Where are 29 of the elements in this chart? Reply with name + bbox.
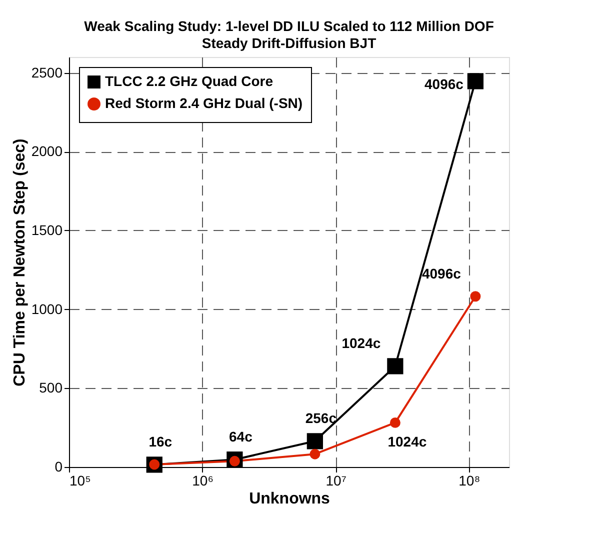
point — [390, 417, 400, 428]
annotation: 4096c — [424, 76, 464, 92]
point — [387, 358, 404, 374]
annotation: 256c — [305, 410, 337, 426]
x-axis-title: Unknowns — [249, 490, 330, 508]
x-tick-label: 10⁷ — [326, 472, 346, 488]
y-tick-label: 2000 — [31, 143, 63, 160]
x-tick-label: 10⁶ — [192, 472, 214, 488]
annotation: 1024c — [342, 335, 381, 352]
annotation: 1024c — [388, 434, 427, 450]
annotation: 4096c — [422, 265, 462, 282]
point — [310, 448, 320, 460]
y-tick-label: 1000 — [31, 300, 63, 317]
y-tick-label: 1500 — [31, 222, 63, 238]
chart-subtitle: Steady Drift-Diffusion BJT — [202, 35, 377, 51]
chart-title: Weak Scaling Study: 1-level DD ILU Scaled to 112 Million DOF — [84, 18, 494, 34]
y-tick-label: 500 — [39, 380, 63, 396]
point — [306, 433, 323, 450]
y-axis-title: CPU Time per Newton Step (sec) — [11, 138, 28, 386]
annotation: 64c — [229, 428, 253, 445]
y-tick-label: 2500 — [31, 64, 63, 80]
legend-label: TLCC 2.2 GHz Quad Core — [105, 73, 274, 89]
y-tick-label: 0 — [54, 458, 63, 474]
point — [470, 291, 481, 302]
x-tick-label: 10⁵ — [70, 472, 91, 488]
x-tick-label: 10⁸ — [458, 472, 480, 488]
point — [467, 73, 484, 90]
annotation: 16c — [148, 434, 172, 450]
legend-label: Red Storm 2.4 GHz Dual (-SN) — [105, 95, 303, 111]
